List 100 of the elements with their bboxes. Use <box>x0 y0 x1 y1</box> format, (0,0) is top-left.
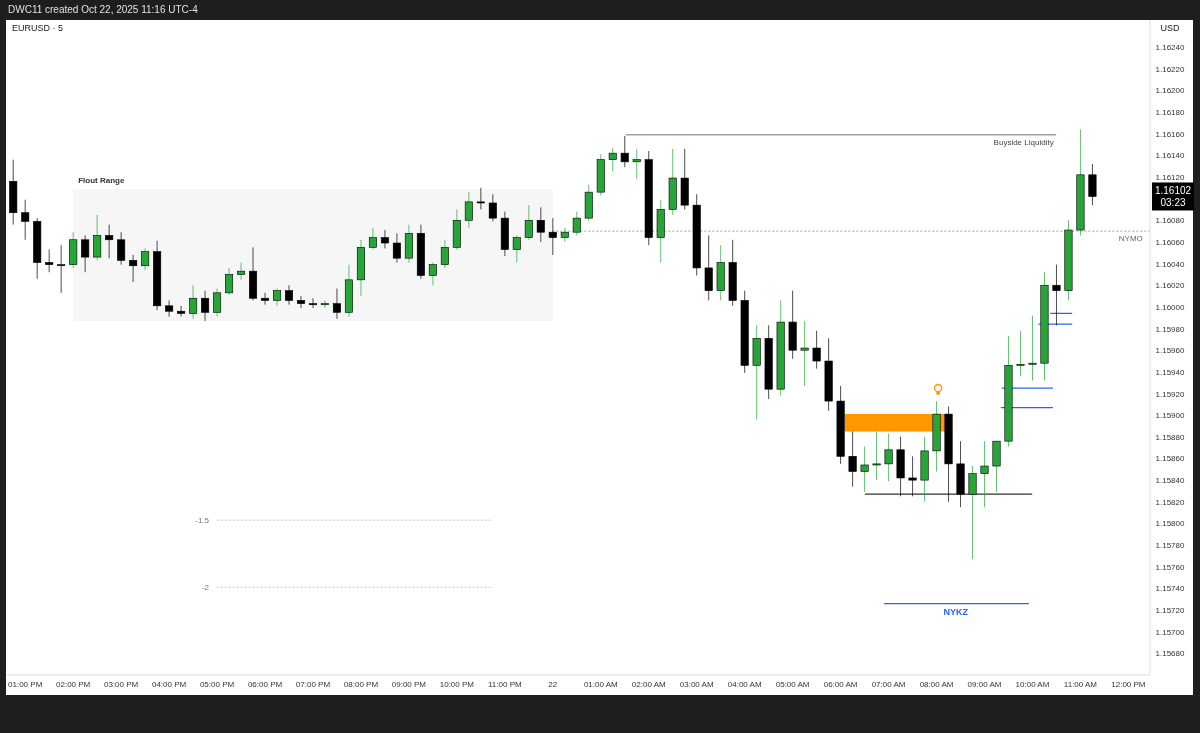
y-tick-label: 1.16060 <box>1155 237 1186 247</box>
candlestick <box>860 446 869 493</box>
candlestick <box>284 284 294 306</box>
x-tick-label: 06:00 AM <box>823 680 858 689</box>
annotation: -2 <box>201 583 210 593</box>
candlestick <box>1052 264 1061 326</box>
candlestick <box>608 147 617 173</box>
y-tick-label: 1.15980 <box>1155 324 1186 334</box>
annotation: Flout Range <box>78 175 125 185</box>
candlestick <box>261 292 270 306</box>
candlestick <box>548 217 557 256</box>
y-tick-label: 1.16160 <box>1155 129 1186 139</box>
candlestick <box>536 206 545 243</box>
x-tick-label: 07:00 AM <box>871 680 906 689</box>
x-tick-label: 02:00 PM <box>56 680 91 689</box>
y-tick-label: 1.15820 <box>1155 497 1186 507</box>
candlestick <box>45 249 54 273</box>
x-tick-label: 05:00 AM <box>775 680 810 689</box>
candlestick <box>21 199 30 241</box>
candlestick <box>476 187 485 210</box>
candlestick <box>620 135 629 168</box>
x-tick-label: 11:00 AM <box>1063 680 1098 689</box>
x-tick-label: 22 <box>548 680 558 689</box>
candlestick <box>512 234 521 264</box>
candlestick <box>225 267 234 296</box>
candlestick <box>213 288 222 318</box>
candlestick <box>141 247 150 271</box>
y-axis-title: USD <box>1160 23 1180 33</box>
x-tick-label: 02:00 AM <box>631 680 666 689</box>
candlestick <box>488 193 497 222</box>
y-tick-label: 1.16180 <box>1155 108 1186 118</box>
x-tick-label: 06:00 PM <box>247 680 283 689</box>
y-tick-label: 1.15900 <box>1155 411 1186 421</box>
candlestick <box>129 254 138 283</box>
x-tick-label: 12:00 PM <box>1111 680 1146 689</box>
candlestick <box>704 234 713 301</box>
candlestick <box>81 234 90 273</box>
candlestick <box>165 299 174 318</box>
candlestick <box>368 227 377 251</box>
candlestick <box>848 430 857 488</box>
y-tick-label: 1.15760 <box>1155 562 1186 572</box>
candlestick <box>1016 330 1025 377</box>
candlestick <box>320 299 329 309</box>
annotation: Buyside Liquidity <box>993 137 1054 147</box>
y-tick-label: 1.16020 <box>1155 281 1186 291</box>
y-tick-label: 1.16220 <box>1155 64 1186 74</box>
candlestick <box>380 229 389 249</box>
annotation: NYMO <box>1118 234 1143 244</box>
candlestick <box>177 305 186 318</box>
y-tick-label: 1.15840 <box>1155 476 1186 486</box>
x-tick-label: 03:00 PM <box>103 680 139 689</box>
candlestick <box>524 204 533 241</box>
x-tick-label: 01:00 AM <box>583 680 619 689</box>
candlestick <box>428 262 437 286</box>
y-tick-label: 1.16140 <box>1155 151 1186 161</box>
candlestick <box>980 440 989 508</box>
x-tick-label: 01:00 PM <box>8 680 43 689</box>
candlestick <box>572 211 581 236</box>
candlestick <box>440 239 449 269</box>
y-tick-label: 1.15940 <box>1155 367 1186 377</box>
x-tick-label: 07:00 PM <box>295 680 331 689</box>
y-tick-label: 1.15960 <box>1155 346 1186 356</box>
annotation: -1.5 <box>195 516 210 526</box>
candlestick <box>296 295 306 309</box>
candlestick <box>884 433 893 482</box>
candlestick <box>93 214 102 261</box>
candlestick <box>968 465 977 560</box>
y-tick-label: 1.15880 <box>1155 432 1186 442</box>
candlestick <box>908 455 917 497</box>
x-tick-label: 08:00 PM <box>343 680 379 689</box>
candlestick <box>332 288 341 320</box>
candlestick <box>632 148 641 180</box>
chart-title: EURUSD · 5 <box>12 23 64 33</box>
candlestick <box>201 290 210 322</box>
y-tick-label: 1.15800 <box>1155 519 1186 529</box>
candlestick <box>812 330 821 370</box>
y-tick-label: 1.15780 <box>1155 541 1186 551</box>
y-tick-label: 1.15860 <box>1155 454 1186 464</box>
x-tick-label: 04:00 PM <box>151 680 187 689</box>
candlestick <box>800 320 809 387</box>
candlestick <box>392 232 401 264</box>
y-tick-label: 1.15700 <box>1155 627 1186 637</box>
candlestick <box>872 430 881 481</box>
candlestick <box>1088 163 1097 206</box>
y-tick-label: 1.16200 <box>1155 86 1186 96</box>
chart-subtitle: DWC11 created Oct 22, 2025 11:16 UTC-4 <box>8 4 199 15</box>
candlestick <box>57 244 66 294</box>
y-tick-label: 1.16000 <box>1155 302 1186 312</box>
candlestick <box>1028 315 1037 382</box>
y-tick-label: 1.15680 <box>1155 649 1186 659</box>
candlestick <box>237 262 246 281</box>
candlestick <box>464 191 473 229</box>
candlestick <box>117 231 126 266</box>
candlestick <box>308 297 317 309</box>
candlestick <box>189 284 198 320</box>
x-tick-label: 05:00 PM <box>199 680 235 689</box>
y-tick-label: 1.16080 <box>1155 216 1186 226</box>
y-tick-label: 1.16040 <box>1155 259 1186 269</box>
x-tick-label: 04:00 AM <box>727 680 762 689</box>
x-tick-label: 11:00 PM <box>488 680 523 689</box>
